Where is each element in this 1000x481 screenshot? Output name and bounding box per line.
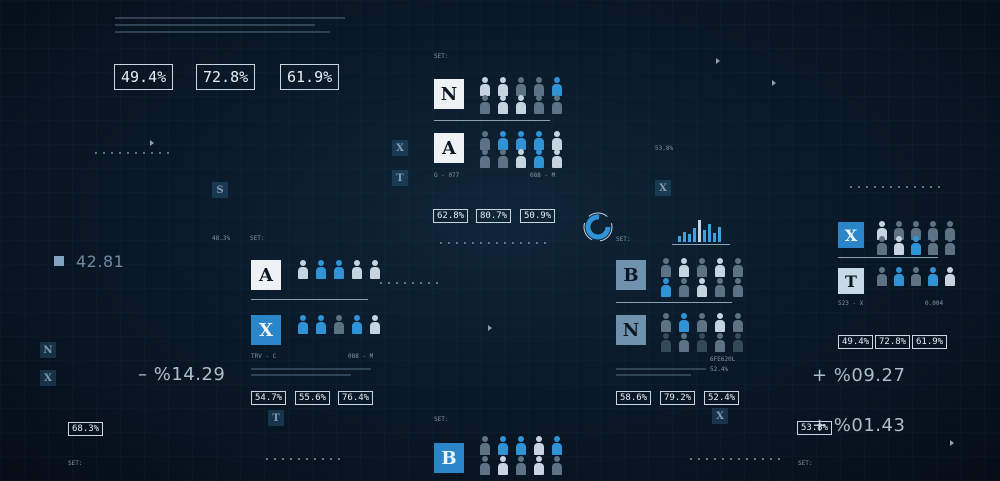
tick-row [380,282,440,284]
stat-box-2: 72.8% [196,64,256,90]
right-footer-right: 0.004 [925,300,944,307]
left-box: 68.3% [68,422,104,436]
center-bottom-people-row-b [479,456,563,476]
donut-icon [583,212,613,242]
ghost-letter-x2: X [712,408,728,424]
center-people-row-1b [479,95,563,115]
divider [616,302,732,303]
faint-text-line [616,368,706,370]
arrow-icon [150,140,154,146]
center-people-row-2b [479,149,563,169]
set-label-bottom-left: SET: [68,460,83,467]
left-set-value: 48.3% [212,235,231,242]
center-ghost-letter-t: T [392,170,408,186]
arrow-icon [772,80,776,86]
right-people-row-1b [876,236,956,256]
center-bottom-letter-b: B [434,443,464,473]
faint-text-line [616,374,691,376]
center-people-row-2 [479,131,563,151]
right-center-people-row-1 [660,258,744,278]
left-stat-3: 76.4% [338,391,374,405]
right-center-extra: 52.4% [710,366,729,373]
left-people-row-2 [297,315,381,335]
arrow-icon [950,440,954,446]
set-label-bottom-right: SET: [798,460,813,467]
right-letter-x: X [838,222,864,248]
faint-text-line [115,24,315,26]
left-readout: 42.81 [76,252,125,271]
right-center-letter-n: N [616,315,646,345]
center-letter-a: A [434,133,464,163]
left-stat-2: 55.6% [295,391,331,405]
tick-row [95,152,175,154]
right-people-row-2 [876,267,956,287]
right-letter-t: T [838,268,864,294]
right-stat-1: 49.4% [838,335,874,349]
right-footer-left: 523 - X [838,300,864,307]
left-people-row-1 [297,260,381,280]
tick-row [440,242,550,244]
stat-box-1: 49.4% [114,64,174,90]
chart-baseline [672,244,730,245]
right-center-people-row-2b [660,333,744,353]
right-center-stat-1: 58.6% [616,391,652,405]
center-people-row-1 [479,77,563,97]
center-stat-3: 50.9% [520,209,556,223]
faint-text-line [251,374,351,376]
mini-bar-chart [678,218,724,242]
center-bottom-set-label: SET: [434,416,449,423]
divider [838,257,938,258]
right-delta-1: + %09.27 [812,365,906,386]
right-people-row-1 [876,221,956,241]
center-footer-left: G - 077 [434,172,460,179]
right-center-ghost-x: X [655,180,671,196]
right-center-code: 6FE620L [710,356,736,363]
tick-row [850,186,940,188]
right-box: 53.8% [797,421,833,435]
right-center-people-row-2 [660,313,744,333]
divider [434,120,550,121]
readout-square-icon [54,256,64,266]
left-letter-x: X [251,315,281,345]
ghost-letter-n: N [40,342,56,358]
center-bottom-people-row [479,436,563,456]
donut-set-label: SET: [616,236,631,243]
left-stat-1: 54.7% [251,391,287,405]
right-center-people-row-1b [660,278,744,298]
divider [251,299,368,300]
right-center-stat-2: 79.2% [660,391,696,405]
right-center-stat-3: 52.4% [704,391,740,405]
ghost-letter-x: X [40,370,56,386]
tick-row [266,458,346,460]
left-delta: – %14.29 [138,364,226,385]
center-stat-1: 62.8% [433,209,469,223]
left-set-label: SET: [250,235,265,242]
right-center-small-pct: 53.8% [655,145,674,152]
arrow-icon [716,58,720,64]
left-letter-a: A [251,260,281,290]
faint-text-line [115,17,345,19]
left-footer-right: 088 - M [348,353,374,360]
right-center-letter-b: B [616,260,646,290]
faint-text-line [115,31,330,33]
center-stat-2: 80.7% [476,209,512,223]
center-footer-right: 088 - M [530,172,556,179]
right-stat-2: 72.8% [875,335,911,349]
stat-box-3: 61.9% [280,64,340,90]
faint-text-line [251,368,371,370]
center-ghost-letter-x: X [392,140,408,156]
center-set-label: SET: [434,53,449,60]
left-footer-left: TRV - C [251,353,277,360]
tick-row [690,458,780,460]
arrow-icon [488,325,492,331]
right-stat-3: 61.9% [912,335,948,349]
center-letter-n: N [434,79,464,109]
ghost-letter: S [212,182,228,198]
right-delta-2: + %01.43 [812,415,906,436]
ghost-letter-t: T [268,410,284,426]
